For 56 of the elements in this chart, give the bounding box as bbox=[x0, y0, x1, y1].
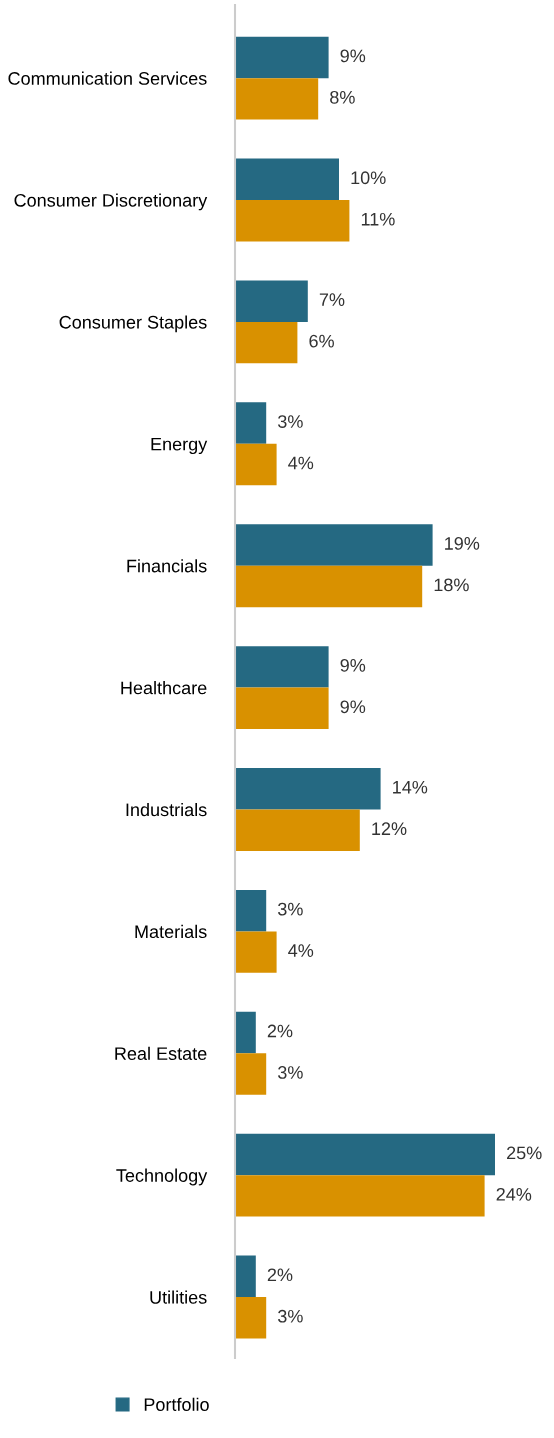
bar bbox=[235, 1133, 495, 1176]
y-tick-label: Consumer Staples bbox=[59, 315, 207, 333]
bar bbox=[235, 200, 350, 242]
data-label: 8% bbox=[330, 90, 355, 104]
data-label: 4% bbox=[288, 944, 314, 957]
bar bbox=[235, 1011, 256, 1054]
data-label: 2% bbox=[267, 1024, 293, 1038]
data-label: 3% bbox=[278, 1309, 303, 1323]
bar bbox=[235, 36, 329, 79]
data-label: 4% bbox=[288, 456, 314, 470]
bar bbox=[235, 809, 360, 851]
bar bbox=[235, 1053, 267, 1095]
data-label: 9% bbox=[340, 49, 366, 63]
y-tick-label: Industrials bbox=[126, 802, 207, 817]
data-label: 11% bbox=[361, 212, 395, 226]
data-label: 10% bbox=[351, 171, 386, 185]
data-label: 14% bbox=[393, 780, 428, 794]
bar bbox=[235, 402, 267, 444]
bar bbox=[235, 524, 433, 566]
bar bbox=[235, 158, 339, 201]
bar bbox=[235, 443, 277, 486]
data-label: 25% bbox=[507, 1146, 542, 1160]
bar bbox=[235, 1255, 256, 1298]
data-label: 6% bbox=[309, 334, 334, 348]
data-label: 12% bbox=[372, 822, 407, 835]
y-tick-label: Energy bbox=[151, 437, 208, 455]
y-tick-label: Financials bbox=[127, 559, 207, 573]
bar bbox=[235, 768, 381, 810]
bar bbox=[235, 646, 329, 688]
y-tick-label: Communication Services bbox=[8, 71, 207, 85]
data-label: 24% bbox=[496, 1187, 532, 1201]
bar bbox=[235, 280, 308, 322]
y-tick-label: Healthcare bbox=[121, 681, 207, 695]
bar bbox=[235, 1297, 267, 1339]
data-label: 3% bbox=[278, 1066, 303, 1079]
data-label: 3% bbox=[278, 415, 303, 428]
data-label: 3% bbox=[278, 902, 303, 916]
data-label: 2% bbox=[267, 1268, 293, 1282]
data-label: 19% bbox=[445, 537, 480, 550]
bar bbox=[235, 687, 329, 730]
bar bbox=[235, 321, 298, 364]
bar bbox=[235, 931, 277, 973]
y-tick-label: Materials bbox=[135, 924, 207, 939]
data-label: 9% bbox=[340, 700, 366, 714]
bar bbox=[235, 889, 267, 932]
data-label: 7% bbox=[319, 293, 345, 306]
y-tick-label: Technology bbox=[116, 1168, 208, 1186]
y-tick-label: Consumer Discretionary bbox=[14, 193, 208, 211]
y-tick-label: Real Estate bbox=[115, 1046, 207, 1060]
legend-label: Portfolio bbox=[144, 1397, 209, 1411]
data-label: 18% bbox=[434, 578, 469, 592]
bar bbox=[235, 565, 423, 608]
data-label: 9% bbox=[340, 658, 366, 672]
bar bbox=[235, 78, 319, 120]
y-tick-label: Utilities bbox=[150, 1290, 207, 1304]
bar bbox=[235, 1175, 485, 1217]
